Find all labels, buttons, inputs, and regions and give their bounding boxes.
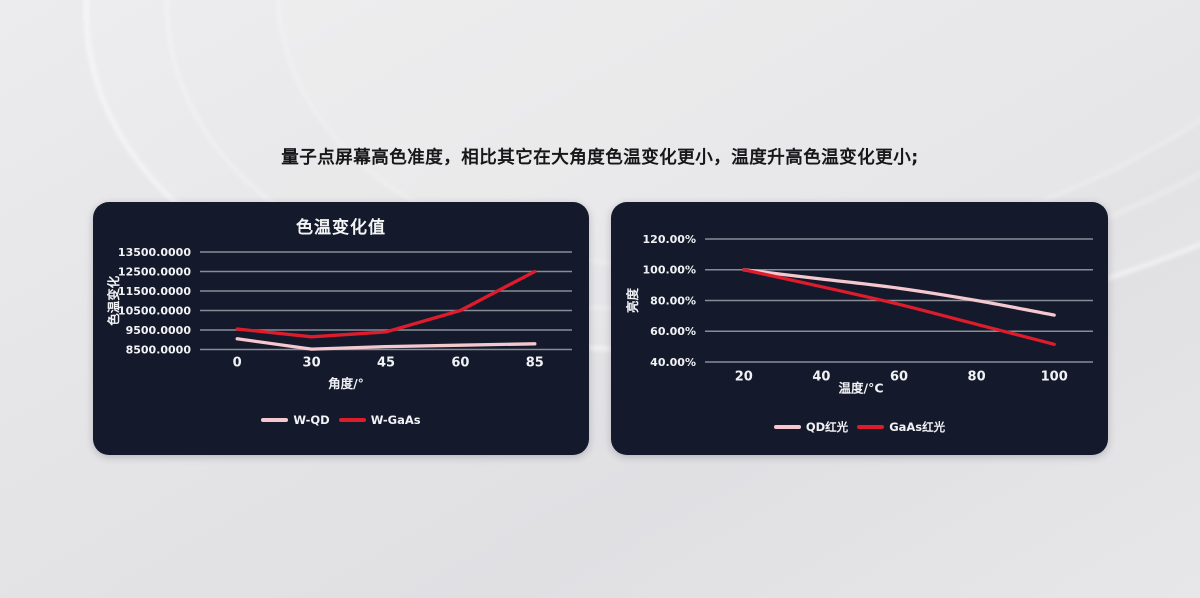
x-tick-label: 20 [735, 370, 753, 385]
legend-swatch [773, 425, 801, 429]
y-tick-label: 60.00% [650, 325, 696, 338]
y-tick-label: 12500.0000 [118, 265, 191, 278]
legend-swatch [261, 418, 289, 422]
y-tick-label: 80.00% [650, 294, 696, 307]
x-axis-title: 角度/° [328, 376, 364, 391]
series-line [235, 269, 537, 339]
legend-swatch [338, 418, 366, 422]
chart-panel-brightness: 120.00% 100.00% 80.00% 60.00% 40.00% 20 40 60 80… [611, 202, 1108, 455]
x-axis-title: 温度/°C [839, 381, 884, 396]
y-tick-label: 100.00% [643, 264, 696, 277]
color-temp-line-chart: 13500.0000 12500.0000 11500.0000 10500.0000… [106, 246, 572, 391]
chart-legend: QD红光 GaAs红光 [611, 419, 1108, 435]
y-tick-label: 120.00% [643, 233, 696, 246]
y-tick-label: 10500.0000 [118, 304, 191, 317]
x-tick-label: 60 [451, 356, 469, 371]
legend-item: W-QD [261, 413, 330, 427]
x-tick-label: 60 [890, 370, 908, 385]
x-tick-label: 85 [526, 356, 544, 371]
x-tick-label: 40 [812, 370, 830, 385]
chart-panel-color-temp: 色温变化值 13500.0000 12500.0000 11500.0000 1050… [93, 202, 589, 455]
y-tick-label: 11500.0000 [118, 285, 191, 298]
x-tick-label: 45 [377, 356, 395, 371]
y-axis-title: 亮度 [625, 288, 640, 314]
x-tick-label: 100 [1041, 370, 1068, 385]
y-axis-title: 色温变化 [106, 275, 121, 326]
legend-label: W-GaAs [370, 413, 421, 427]
series-line [742, 268, 1056, 317]
brightness-line-chart: 120.00% 100.00% 80.00% 60.00% 40.00% 20 40 60 80… [625, 233, 1093, 396]
legend-swatch [857, 425, 885, 429]
chart-legend: W-QD W-GaAs [93, 413, 589, 427]
series-line [235, 337, 537, 351]
legend-label: GaAs红光 [889, 420, 946, 434]
y-tick-label: 9500.0000 [126, 324, 192, 337]
y-tick-label: 8500.0000 [126, 343, 192, 356]
legend-item: QD红光 [773, 419, 849, 435]
headline: 量子点屏幕高色准度，相比其它在大角度色温变化更小，温度升高色温变化更小; [281, 148, 919, 168]
x-tick-label: 80 [968, 370, 986, 385]
legend-label: QD红光 [805, 420, 849, 434]
y-tick-label: 13500.0000 [118, 246, 191, 259]
series-line [742, 268, 1056, 346]
chart-title: 色温变化值 [296, 218, 386, 238]
x-tick-label: 0 [233, 356, 242, 371]
legend-item: GaAs红光 [857, 419, 945, 435]
legend-label: W-QD [293, 413, 330, 427]
y-tick-label: 40.00% [650, 356, 696, 369]
x-tick-label: 30 [303, 356, 321, 371]
legend-item: W-GaAs [338, 413, 421, 427]
